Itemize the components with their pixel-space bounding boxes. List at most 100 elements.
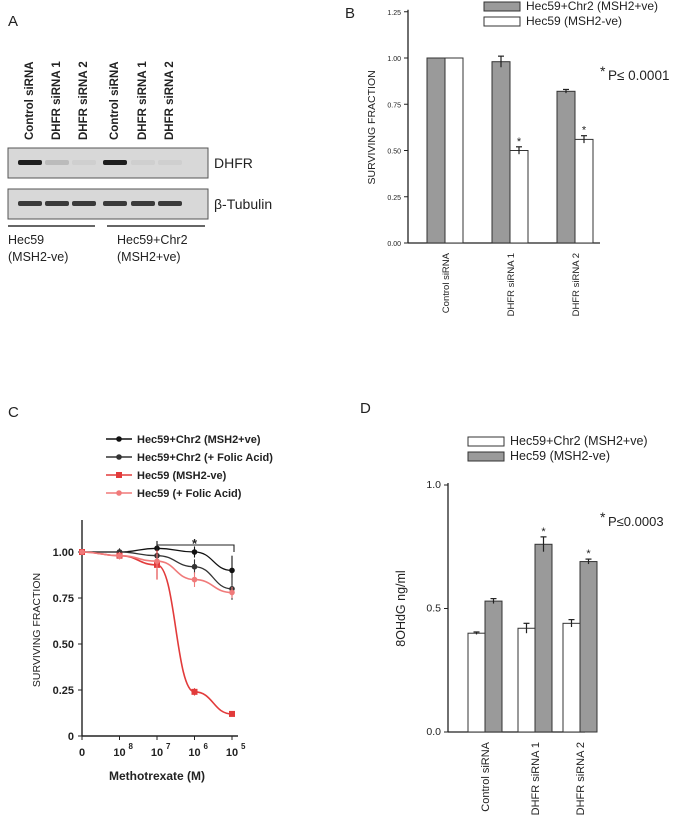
data-point	[191, 688, 198, 695]
legend-label: Hec59 (MSH2-ve)	[510, 449, 610, 463]
bar	[484, 600, 503, 733]
y-tick-label: 1.00	[387, 56, 401, 63]
blot-band	[103, 201, 127, 206]
blot-band	[18, 160, 42, 165]
legend-label: Hec59+Chr2 (MSH2+ve)	[137, 434, 261, 446]
category-label: DHFR siRNA 1	[530, 742, 542, 815]
bar	[574, 138, 594, 244]
significance-asterisk: *	[586, 548, 591, 560]
group-label-line2: (MSH2-ve)	[8, 250, 68, 264]
y-tick-label: 1.00	[53, 547, 74, 559]
legend-swatch	[483, 16, 521, 27]
annotation-star: *	[600, 509, 606, 525]
y-tick-label: 0.5	[426, 603, 441, 615]
y-tick-label: 0.00	[387, 241, 401, 248]
x-tick-label: 10	[188, 747, 200, 759]
legend-swatch	[467, 436, 505, 447]
y-axis-label: 8OHdG ng/ml	[394, 570, 408, 646]
x-tick-exponent: 7	[166, 742, 171, 751]
legend-label: Hec59+Chr2 (MSH2+ve)	[526, 0, 658, 13]
data-point	[191, 576, 198, 583]
y-tick-label: 0.50	[387, 149, 401, 156]
blot-band	[158, 160, 182, 165]
bar	[534, 543, 553, 733]
lane-label: DHFR siRNA 2	[78, 61, 90, 140]
legend-swatch	[483, 1, 521, 12]
y-tick-label: 0.50	[53, 639, 74, 651]
legend-marker	[116, 436, 122, 442]
group-label-line1: Hec59+Chr2	[117, 233, 188, 247]
bar	[556, 90, 576, 244]
x-tick-label: 10	[113, 747, 125, 759]
blot-row-label: β-Tubulin	[214, 196, 272, 212]
lane-label: Control siRNA	[24, 61, 36, 140]
significance-asterisk: *	[192, 536, 198, 551]
significance-asterisk: *	[582, 125, 587, 137]
bar	[444, 57, 464, 244]
annotation-text: P≤0.0003	[608, 514, 664, 529]
legend-marker	[116, 490, 122, 496]
x-tick-exponent: 8	[129, 742, 134, 751]
data-point	[229, 567, 235, 574]
lane-label: DHFR siRNA 2	[164, 61, 176, 140]
blot-band	[158, 201, 182, 206]
legend-label: Hec59 (+ Folic Acid)	[137, 488, 242, 500]
panel-label-a: A	[8, 13, 18, 30]
y-tick-label: 0.75	[387, 102, 401, 109]
legend-marker	[116, 472, 122, 478]
chart-d: 0.0 0.5 1.0 8OHdG ng/ml Control siRNA * DHFR s…	[394, 434, 664, 815]
blot-band	[45, 201, 69, 206]
legend-marker	[116, 454, 122, 460]
blot-band	[131, 160, 155, 165]
blot-band	[18, 201, 42, 206]
y-tick-label: 0.25	[53, 685, 74, 697]
legend-swatch	[467, 451, 505, 462]
lane-label: DHFR siRNA 1	[51, 61, 63, 140]
y-tick-label: 0.75	[53, 593, 74, 605]
legend-label: Hec59 (MSH2-ve)	[137, 470, 227, 482]
lane-label: Control siRNA	[109, 61, 121, 140]
data-point	[154, 558, 160, 564]
lane-label: DHFR siRNA 1	[137, 61, 149, 140]
western-blot-panel: Control siRNA DHFR siRNA 1 DHFR siRNA 2 Con…	[7, 61, 272, 264]
bar	[517, 627, 536, 733]
significance-asterisk: *	[517, 136, 522, 148]
y-tick-label: 0	[68, 731, 74, 743]
chart-c: 00.250.500.751.000 108107106105Methotrexa…	[31, 434, 273, 783]
blot-row-label: DHFR	[214, 155, 253, 171]
legend-label: Hec59+Chr2 (MSH2+ve)	[510, 434, 648, 448]
blot-band	[45, 160, 69, 165]
bar	[491, 61, 511, 244]
annotation-star: *	[600, 63, 606, 79]
blot-band	[103, 160, 127, 165]
category-label: DHFR siRNA 2	[571, 253, 582, 316]
category-label: DHFR siRNA 1	[506, 253, 517, 316]
significance-asterisk: *	[541, 526, 546, 538]
bar	[562, 622, 581, 733]
bar	[467, 632, 486, 733]
data-point	[79, 549, 85, 555]
x-tick-exponent: 6	[204, 742, 209, 751]
y-tick-label: 1.25	[387, 10, 401, 17]
group-label-line2: (MSH2+ve)	[117, 250, 181, 264]
panel-label-c: C	[8, 404, 19, 421]
legend-label: Hec59+Chr2 (+ Folic Acid)	[137, 452, 273, 464]
x-tick-label: 10	[226, 747, 238, 759]
legend-label: Hec59 (MSH2-ve)	[526, 14, 622, 28]
data-point	[116, 552, 123, 559]
panel-label-b: B	[345, 5, 355, 22]
y-tick-label: 0.0	[426, 726, 441, 738]
blot-band	[131, 201, 155, 206]
y-tick-label: 1.0	[426, 479, 441, 491]
chart-b: 0.00 0.25 0.50 0.75 1.00 1.25 SURVIVING FRACTI…	[366, 0, 669, 316]
annotation-text: P≤ 0.0001	[608, 68, 669, 83]
x-tick-label: 10	[151, 747, 163, 759]
x-tick-exponent: 5	[241, 742, 246, 751]
bar	[579, 561, 598, 733]
x-axis-label: Methotrexate (M)	[109, 769, 205, 783]
significance-bracket	[156, 544, 235, 552]
y-axis-label: SURVIVING FRACTION	[366, 70, 378, 184]
blot-band	[72, 201, 96, 206]
category-label: Control siRNA	[480, 741, 492, 811]
category-label: DHFR siRNA 2	[575, 742, 587, 815]
